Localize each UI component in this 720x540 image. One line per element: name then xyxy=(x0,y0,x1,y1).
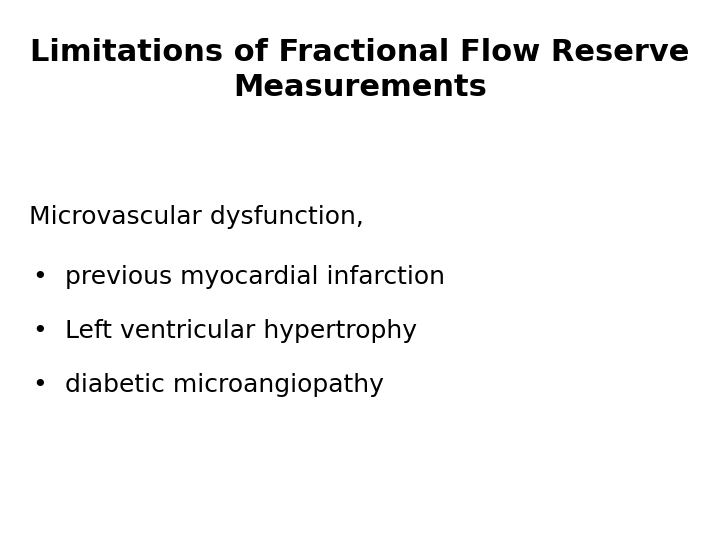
Text: •: • xyxy=(32,373,47,396)
Text: •: • xyxy=(32,265,47,288)
Text: Microvascular dysfunction,: Microvascular dysfunction, xyxy=(29,205,364,229)
Text: Limitations of Fractional Flow Reserve
Measurements: Limitations of Fractional Flow Reserve M… xyxy=(30,38,690,102)
Text: •: • xyxy=(32,319,47,342)
Text: diabetic microangiopathy: diabetic microangiopathy xyxy=(65,373,384,396)
Text: Left ventricular hypertrophy: Left ventricular hypertrophy xyxy=(65,319,417,342)
Text: previous myocardial infarction: previous myocardial infarction xyxy=(65,265,445,288)
